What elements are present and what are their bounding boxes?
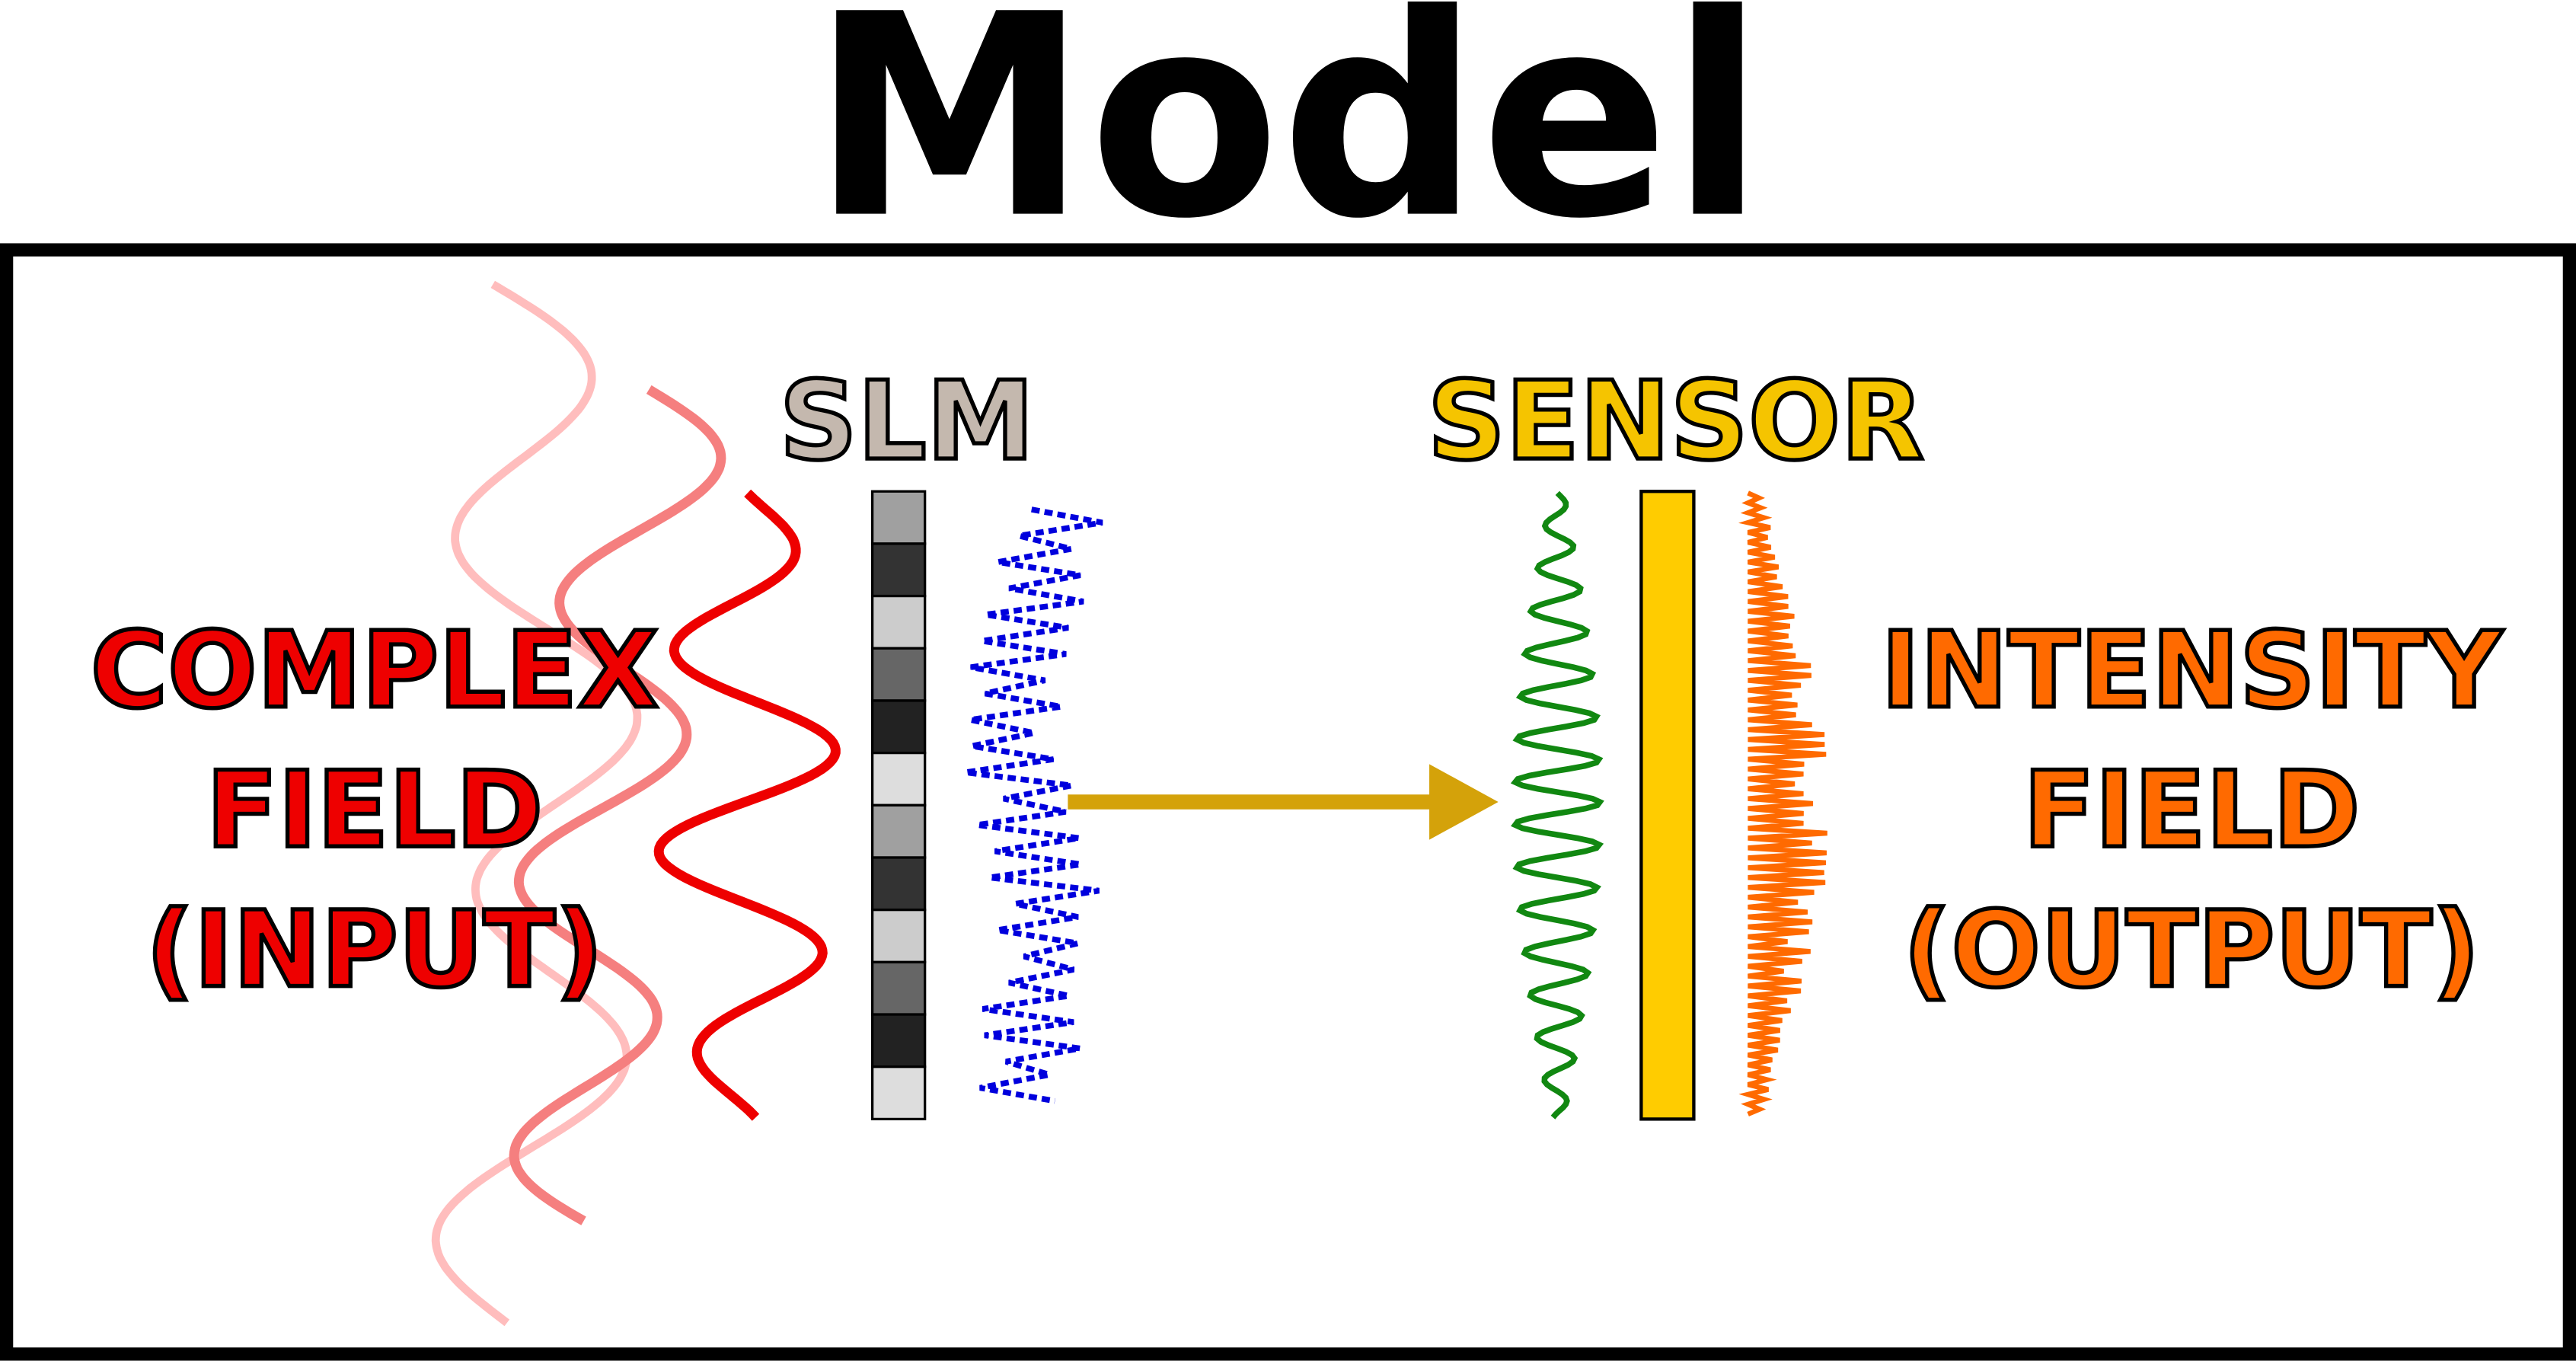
output-label: (OUTPUT) (1903, 889, 2479, 1011)
slm-pixel (871, 752, 927, 807)
slm-pixel (871, 542, 927, 598)
sensor-label: SENSOR (1428, 358, 1924, 484)
slm-pixel (871, 594, 927, 650)
slm-pixel (871, 699, 927, 755)
sensor-bar (1639, 490, 1696, 1121)
input-label: FIELD (206, 749, 544, 871)
waves (431, 280, 1827, 1327)
slm-pixel (871, 803, 927, 859)
slm-pixel (871, 647, 927, 702)
slm-pixel (871, 1013, 927, 1069)
wave (431, 280, 642, 1327)
arrow-head (1429, 764, 1499, 840)
slm-label: SLM (779, 358, 1034, 484)
modulated-wave (965, 506, 1103, 1104)
wave (509, 385, 726, 1225)
slm-pixel (871, 856, 927, 912)
wave (653, 489, 841, 1121)
input-label: COMPLEX (91, 609, 659, 732)
intensity-wave (1738, 490, 1827, 1116)
output-label: FIELD (2023, 749, 2361, 871)
slm-pixels (871, 490, 927, 1121)
slm-pixel (871, 490, 927, 545)
slm-pixel (871, 1065, 927, 1121)
input-label: (INPUT) (146, 889, 604, 1011)
title: Model (811, 0, 1766, 280)
frame (0, 243, 2576, 1361)
wave (1510, 490, 1604, 1120)
output-label: INTENSITY (1881, 609, 2504, 732)
slm-pixel (871, 909, 927, 963)
slm-pixel (871, 960, 927, 1016)
